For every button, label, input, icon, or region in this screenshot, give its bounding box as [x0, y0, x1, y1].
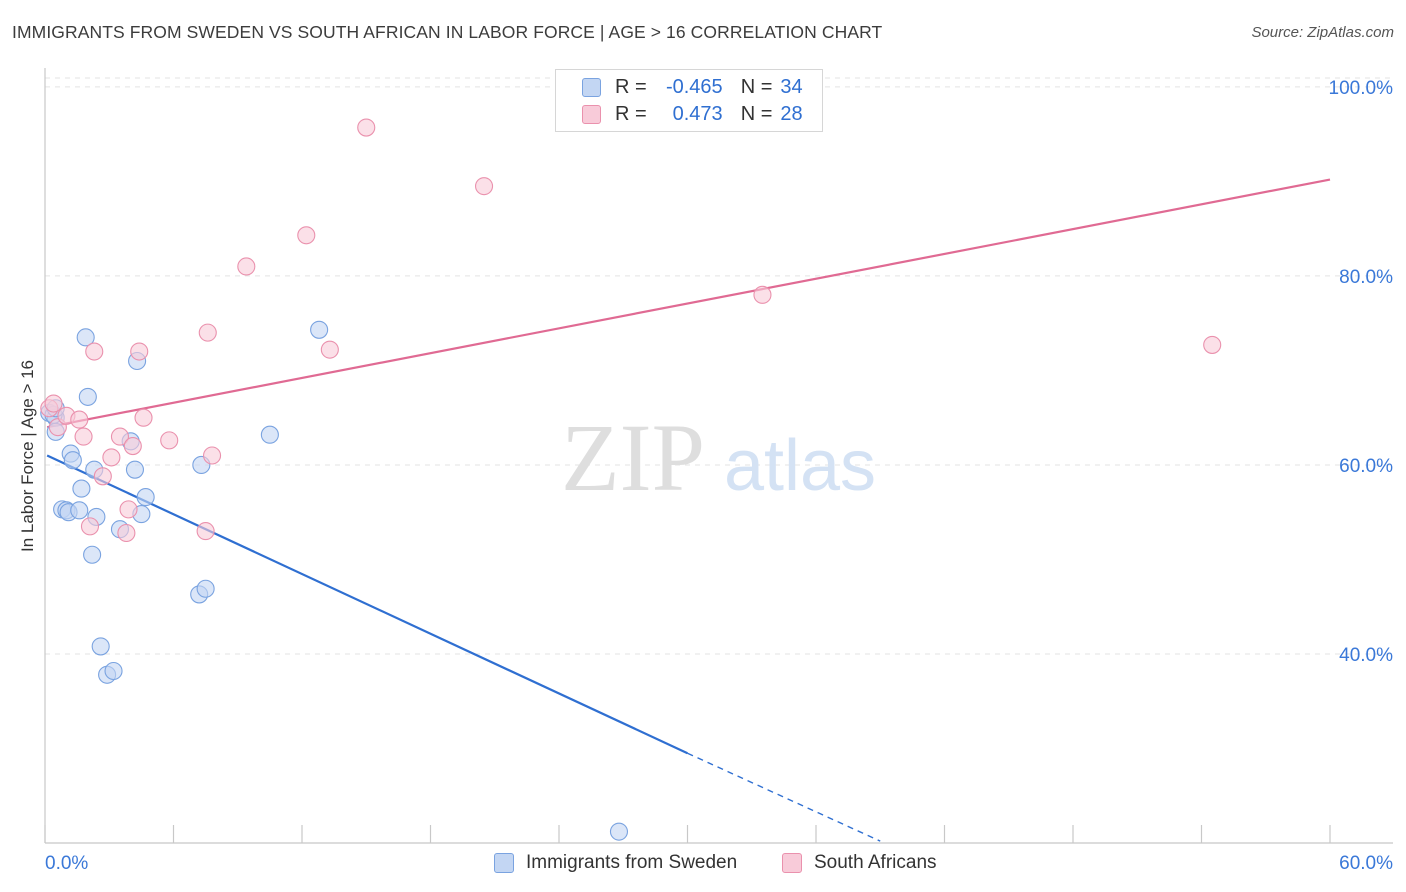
data-point-south-africans: [85, 342, 104, 361]
legend-n-value: 34: [780, 75, 803, 98]
watermark: ZIP atlas: [561, 404, 876, 511]
legend-swatch-sweden: [494, 853, 514, 873]
axes-layer: [44, 68, 1393, 844]
y-tick-label: 80.0%: [1339, 267, 1393, 288]
y-axis-label: In Labor Force | Age > 16: [18, 359, 37, 553]
data-point-south-africans: [203, 446, 222, 465]
data-point-south-africans: [320, 340, 339, 359]
data-point-sweden: [104, 661, 123, 681]
data-point-south-africans: [1203, 335, 1222, 354]
y-tick-label: 100.0%: [1329, 78, 1394, 99]
source-credit: Source: ZipAtlas.com: [1251, 24, 1394, 41]
data-point-sweden: [310, 320, 329, 339]
data-point-south-africans: [196, 522, 215, 541]
legend-swatch-south-africans: [782, 853, 802, 873]
trend-line-sweden: [46, 454, 688, 755]
watermark-zip: ZIP: [561, 404, 705, 511]
data-point-south-africans: [123, 436, 142, 456]
data-point-sweden: [136, 488, 155, 507]
data-point-south-africans: [80, 517, 100, 536]
data-point-south-africans: [44, 394, 63, 413]
trend-layer: [46, 178, 1331, 842]
data-point-sweden: [76, 328, 95, 347]
data-point-south-africans: [237, 257, 256, 276]
tick-label-layer: 40.0% 60.0% 80.0% 100.0% 0.0% 60.0%: [45, 78, 1393, 874]
legend-n-label: N =: [740, 75, 773, 98]
data-point-south-africans: [102, 448, 121, 467]
legend-r-value: 0.473: [672, 102, 723, 125]
data-point-sweden: [78, 387, 97, 406]
legend-r-value: -0.465: [665, 75, 723, 98]
legend-swatch-south-africans: [582, 104, 601, 124]
data-point-south-africans: [119, 500, 138, 519]
data-point-south-africans: [160, 431, 179, 450]
legend-r-label: R =: [615, 75, 647, 98]
data-point-south-africans: [134, 408, 153, 427]
data-point-sweden: [260, 425, 279, 444]
series-legend: Immigrants from Sweden South Africans: [0, 852, 1406, 878]
data-point-south-africans: [474, 177, 494, 196]
grid-layer: [45, 77, 1393, 655]
data-point-south-africans: [93, 467, 112, 486]
data-point-south-africans: [357, 118, 376, 137]
correlation-legend: R = -0.465 N = 34 R = 0.473 N = 28: [555, 69, 823, 132]
data-point-sweden: [63, 451, 82, 470]
x-tick-label: 60.0%: [1339, 853, 1393, 874]
data-point-south-africans: [74, 427, 93, 446]
data-point-sweden: [83, 545, 102, 564]
data-point-south-africans: [130, 342, 149, 361]
legend-item-sweden[interactable]: Immigrants from Sweden: [494, 852, 737, 874]
data-point-sweden: [72, 479, 91, 498]
legend-n-label: N =: [740, 102, 773, 125]
legend-r-label: R =: [615, 102, 647, 125]
chart-title: IMMIGRANTS FROM SWEDEN VS SOUTH AFRICAN …: [12, 22, 883, 42]
x-tick-label: 0.0%: [45, 853, 88, 874]
data-point-sweden: [125, 460, 144, 479]
data-point-sweden: [609, 822, 629, 841]
points-layer: [40, 118, 1222, 841]
watermark-atlas: atlas: [724, 426, 876, 506]
data-point-sweden: [70, 501, 89, 520]
data-point-south-africans: [297, 226, 316, 245]
legend-swatch-sweden: [582, 77, 601, 97]
legend-n-value: 28: [780, 102, 803, 125]
legend-label-south-africans: South Africans: [814, 852, 937, 873]
data-point-south-africans: [198, 323, 217, 342]
legend-row-south-africans: R = 0.473 N = 28: [582, 102, 803, 126]
data-point-sweden: [91, 637, 110, 656]
data-point-sweden: [196, 579, 215, 598]
data-point-south-africans: [753, 285, 772, 304]
legend-label-sweden: Immigrants from Sweden: [526, 852, 738, 873]
trend-line-sweden-extension: [687, 752, 881, 842]
data-point-south-africans: [117, 523, 136, 543]
trend-line-south-africans: [46, 178, 1331, 429]
data-point-south-africans: [110, 427, 130, 446]
y-tick-label: 40.0%: [1339, 645, 1393, 666]
legend-item-south-africans[interactable]: South Africans: [782, 852, 937, 874]
y-tick-label: 60.0%: [1339, 456, 1393, 477]
legend-row-sweden: R = -0.465 N = 34: [582, 75, 803, 99]
data-point-south-africans: [70, 410, 89, 429]
